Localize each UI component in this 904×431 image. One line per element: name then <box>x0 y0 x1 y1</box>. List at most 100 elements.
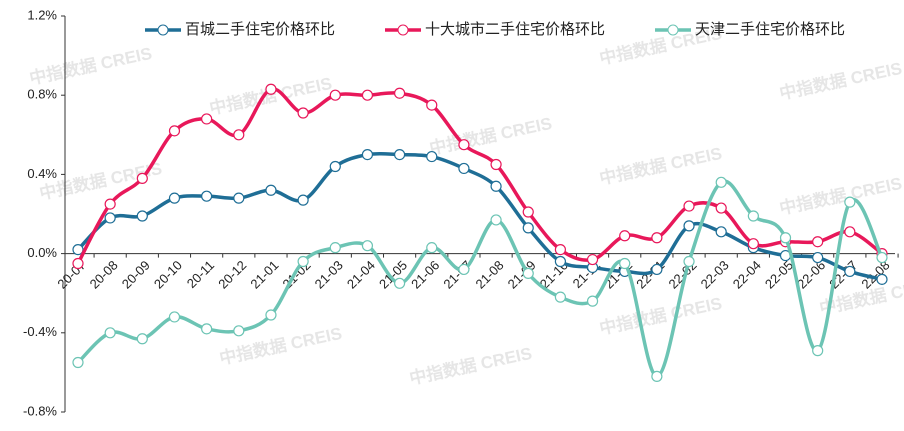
point <box>812 236 824 248</box>
x-tick-label: 20-12 <box>215 258 249 292</box>
point <box>361 89 374 101</box>
point <box>619 230 631 242</box>
point <box>522 206 534 218</box>
point <box>586 253 599 266</box>
point <box>426 150 438 163</box>
point <box>554 255 567 268</box>
point <box>168 311 181 323</box>
point <box>394 149 406 161</box>
point <box>297 194 309 206</box>
point <box>329 160 341 173</box>
point <box>522 267 534 279</box>
x-tick-label: 21-04 <box>344 258 378 292</box>
point <box>812 345 824 357</box>
point <box>779 232 792 244</box>
point <box>297 107 309 119</box>
point <box>683 200 695 212</box>
point <box>715 176 727 188</box>
x-tick-label: 21-11 <box>570 258 603 291</box>
point <box>233 129 245 141</box>
legend-marker <box>397 24 409 36</box>
point <box>844 226 856 238</box>
x-tick-label: 21-01 <box>247 258 281 292</box>
point <box>136 210 148 222</box>
point <box>844 196 856 208</box>
legend-marker <box>667 24 679 36</box>
legend-marker <box>157 24 169 36</box>
point <box>490 180 502 192</box>
point <box>458 162 470 175</box>
x-tick-label: 21-03 <box>312 258 346 292</box>
legend-item: 百城二手住宅价格环比 <box>145 21 335 38</box>
point <box>812 251 824 264</box>
watermark: 中指数据 CREIS <box>408 343 534 388</box>
x-tick-label: 21-06 <box>408 258 442 292</box>
point <box>104 198 116 210</box>
point <box>426 242 438 254</box>
point <box>72 356 84 369</box>
point <box>361 149 374 161</box>
point <box>265 184 277 196</box>
point <box>233 192 245 204</box>
point <box>394 277 406 289</box>
series-line <box>76 179 884 379</box>
point <box>265 83 277 95</box>
point <box>104 327 116 339</box>
y-tick-label: 0.4% <box>27 166 57 181</box>
y-tick-label: -0.8% <box>23 403 57 418</box>
y-tick-label: 0.0% <box>27 245 57 260</box>
watermark: 中指数据 CREIS <box>778 173 904 218</box>
point <box>168 125 181 137</box>
point <box>201 323 213 335</box>
point <box>683 220 695 232</box>
point <box>554 244 567 256</box>
point <box>651 232 663 244</box>
point <box>490 214 502 226</box>
point <box>715 202 727 214</box>
x-tick-label: 20-09 <box>119 258 153 292</box>
point <box>619 257 631 270</box>
point <box>136 172 148 184</box>
point <box>72 244 84 256</box>
y-tick-label: -0.4% <box>23 324 57 339</box>
point <box>458 263 470 276</box>
x-tick-label: 20-08 <box>87 258 121 292</box>
watermark: 中指数据 CREIS <box>208 73 334 118</box>
point <box>715 226 727 238</box>
legend-item: 天津二手住宅价格环比 <box>655 21 845 38</box>
point <box>426 99 438 111</box>
series-line <box>76 151 883 282</box>
x-tick-label: 22-04 <box>730 258 764 292</box>
point <box>747 210 759 222</box>
point <box>522 222 534 234</box>
legend-label: 天津二手住宅价格环比 <box>695 21 845 38</box>
point <box>329 89 341 101</box>
point <box>233 325 245 337</box>
point <box>554 291 567 303</box>
point <box>651 370 663 382</box>
point <box>361 240 374 252</box>
point <box>136 333 148 345</box>
point <box>201 190 213 202</box>
point <box>586 295 599 307</box>
watermark: 中指数据 CREIS <box>28 43 154 88</box>
point <box>104 212 116 224</box>
point <box>265 309 277 321</box>
x-tick-label: 20-11 <box>184 258 217 291</box>
point <box>329 242 341 254</box>
watermark: 中指数据 CREIS <box>598 143 724 188</box>
point <box>168 192 181 204</box>
point <box>651 263 663 276</box>
x-tick-label: 22-03 <box>698 258 732 292</box>
watermark: 中指数据 CREIS <box>778 58 904 103</box>
point <box>747 238 759 250</box>
watermark: 中指数据 CREIS <box>598 293 724 338</box>
legend-item: 十大城市二手住宅价格环比 <box>385 21 605 38</box>
legend-label: 百城二手住宅价格环比 <box>185 21 335 38</box>
point <box>683 255 695 268</box>
point <box>201 113 213 125</box>
x-tick-label: 20-10 <box>151 258 185 292</box>
point <box>394 87 406 99</box>
point <box>490 158 502 171</box>
